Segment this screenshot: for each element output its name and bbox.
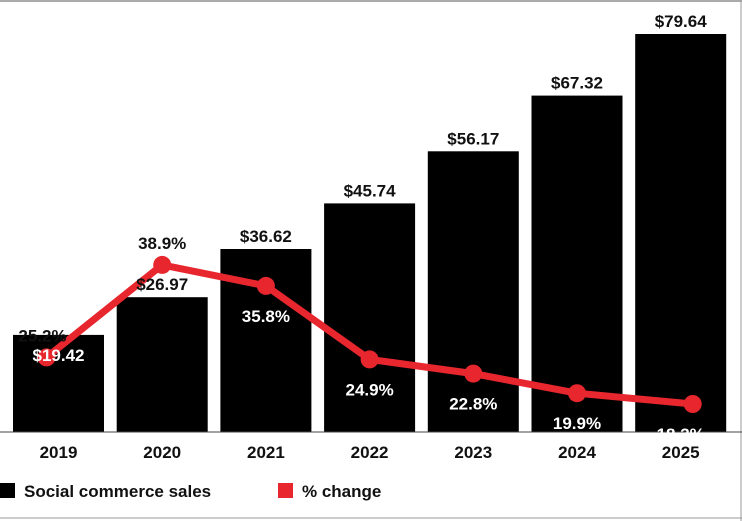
pct-point-2022: [360, 350, 379, 369]
bar-value-label-2020: $26.97: [136, 275, 188, 294]
bar-2020: [116, 297, 208, 432]
pct-label-2021: 35.8%: [242, 307, 290, 326]
pct-point-2023: [464, 364, 483, 383]
bar-2022: [324, 203, 416, 432]
pct-label-2022: 24.9%: [345, 380, 393, 399]
pct-point-2025: [683, 395, 702, 413]
x-tick-2023: 2023: [454, 443, 492, 462]
legend-swatch-change: [278, 483, 293, 498]
bar-2025: [635, 34, 727, 432]
pct-point-2020: [153, 255, 172, 274]
bar-value-label-2025: $79.64: [655, 12, 708, 31]
x-tick-2019: 2019: [40, 443, 78, 462]
bar-2024: [531, 95, 623, 432]
x-tick-2022: 2022: [351, 443, 389, 462]
legend: Social commerce sales % change: [0, 482, 381, 501]
pct-label-2023: 22.8%: [449, 395, 497, 414]
pct-label-2024: 19.9%: [553, 414, 601, 433]
x-tick-2024: 2024: [558, 443, 596, 462]
bar-value-label-2021: $36.62: [240, 227, 292, 246]
pct-point-2019: [37, 348, 56, 367]
labels-group: $19.42 $26.97 $36.62 $45.74 $56.17 $67.32 $79.…: [18, 12, 707, 444]
bar-value-label-2019: $19.42: [33, 346, 85, 365]
bar-2023: [427, 151, 519, 433]
bar-value-label-2023: $56.17: [447, 129, 499, 148]
pct-point-2024: [568, 384, 586, 403]
x-tick-2020: 2020: [143, 443, 181, 462]
pct-label-2025: 18.3%: [657, 425, 705, 444]
line-series-group: [37, 255, 702, 413]
x-ticks-group: 2019 2020 2021 2022 2023 2024 2025: [40, 443, 700, 462]
bar-value-label-2022: $45.74: [344, 181, 397, 200]
legend-label-change: % change: [302, 482, 381, 501]
pct-point-2021: [256, 276, 275, 295]
legend-swatch-sales: [0, 483, 15, 498]
bar-value-label-2024: $67.32: [551, 74, 603, 93]
pct-label-2019: 25.2%: [18, 326, 66, 345]
x-tick-2021: 2021: [247, 443, 285, 462]
bars-group: [13, 34, 727, 433]
pct-label-2020: 38.9%: [138, 234, 186, 253]
x-tick-2025: 2025: [662, 443, 700, 462]
legend-label-sales: Social commerce sales: [24, 482, 211, 501]
